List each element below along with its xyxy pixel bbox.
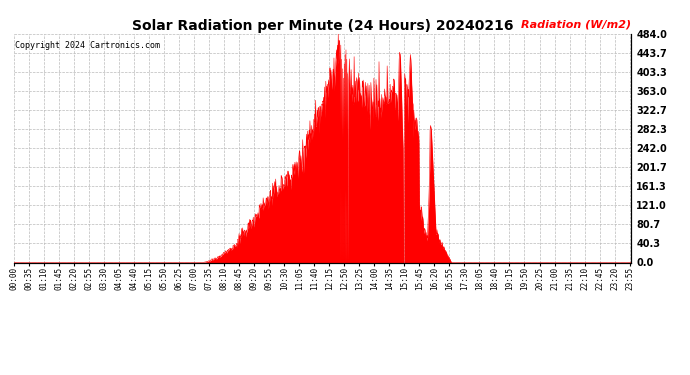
Title: Solar Radiation per Minute (24 Hours) 20240216: Solar Radiation per Minute (24 Hours) 20… <box>132 19 513 33</box>
Text: Radiation (W/m2): Radiation (W/m2) <box>521 19 631 29</box>
Text: Copyright 2024 Cartronics.com: Copyright 2024 Cartronics.com <box>15 40 160 50</box>
